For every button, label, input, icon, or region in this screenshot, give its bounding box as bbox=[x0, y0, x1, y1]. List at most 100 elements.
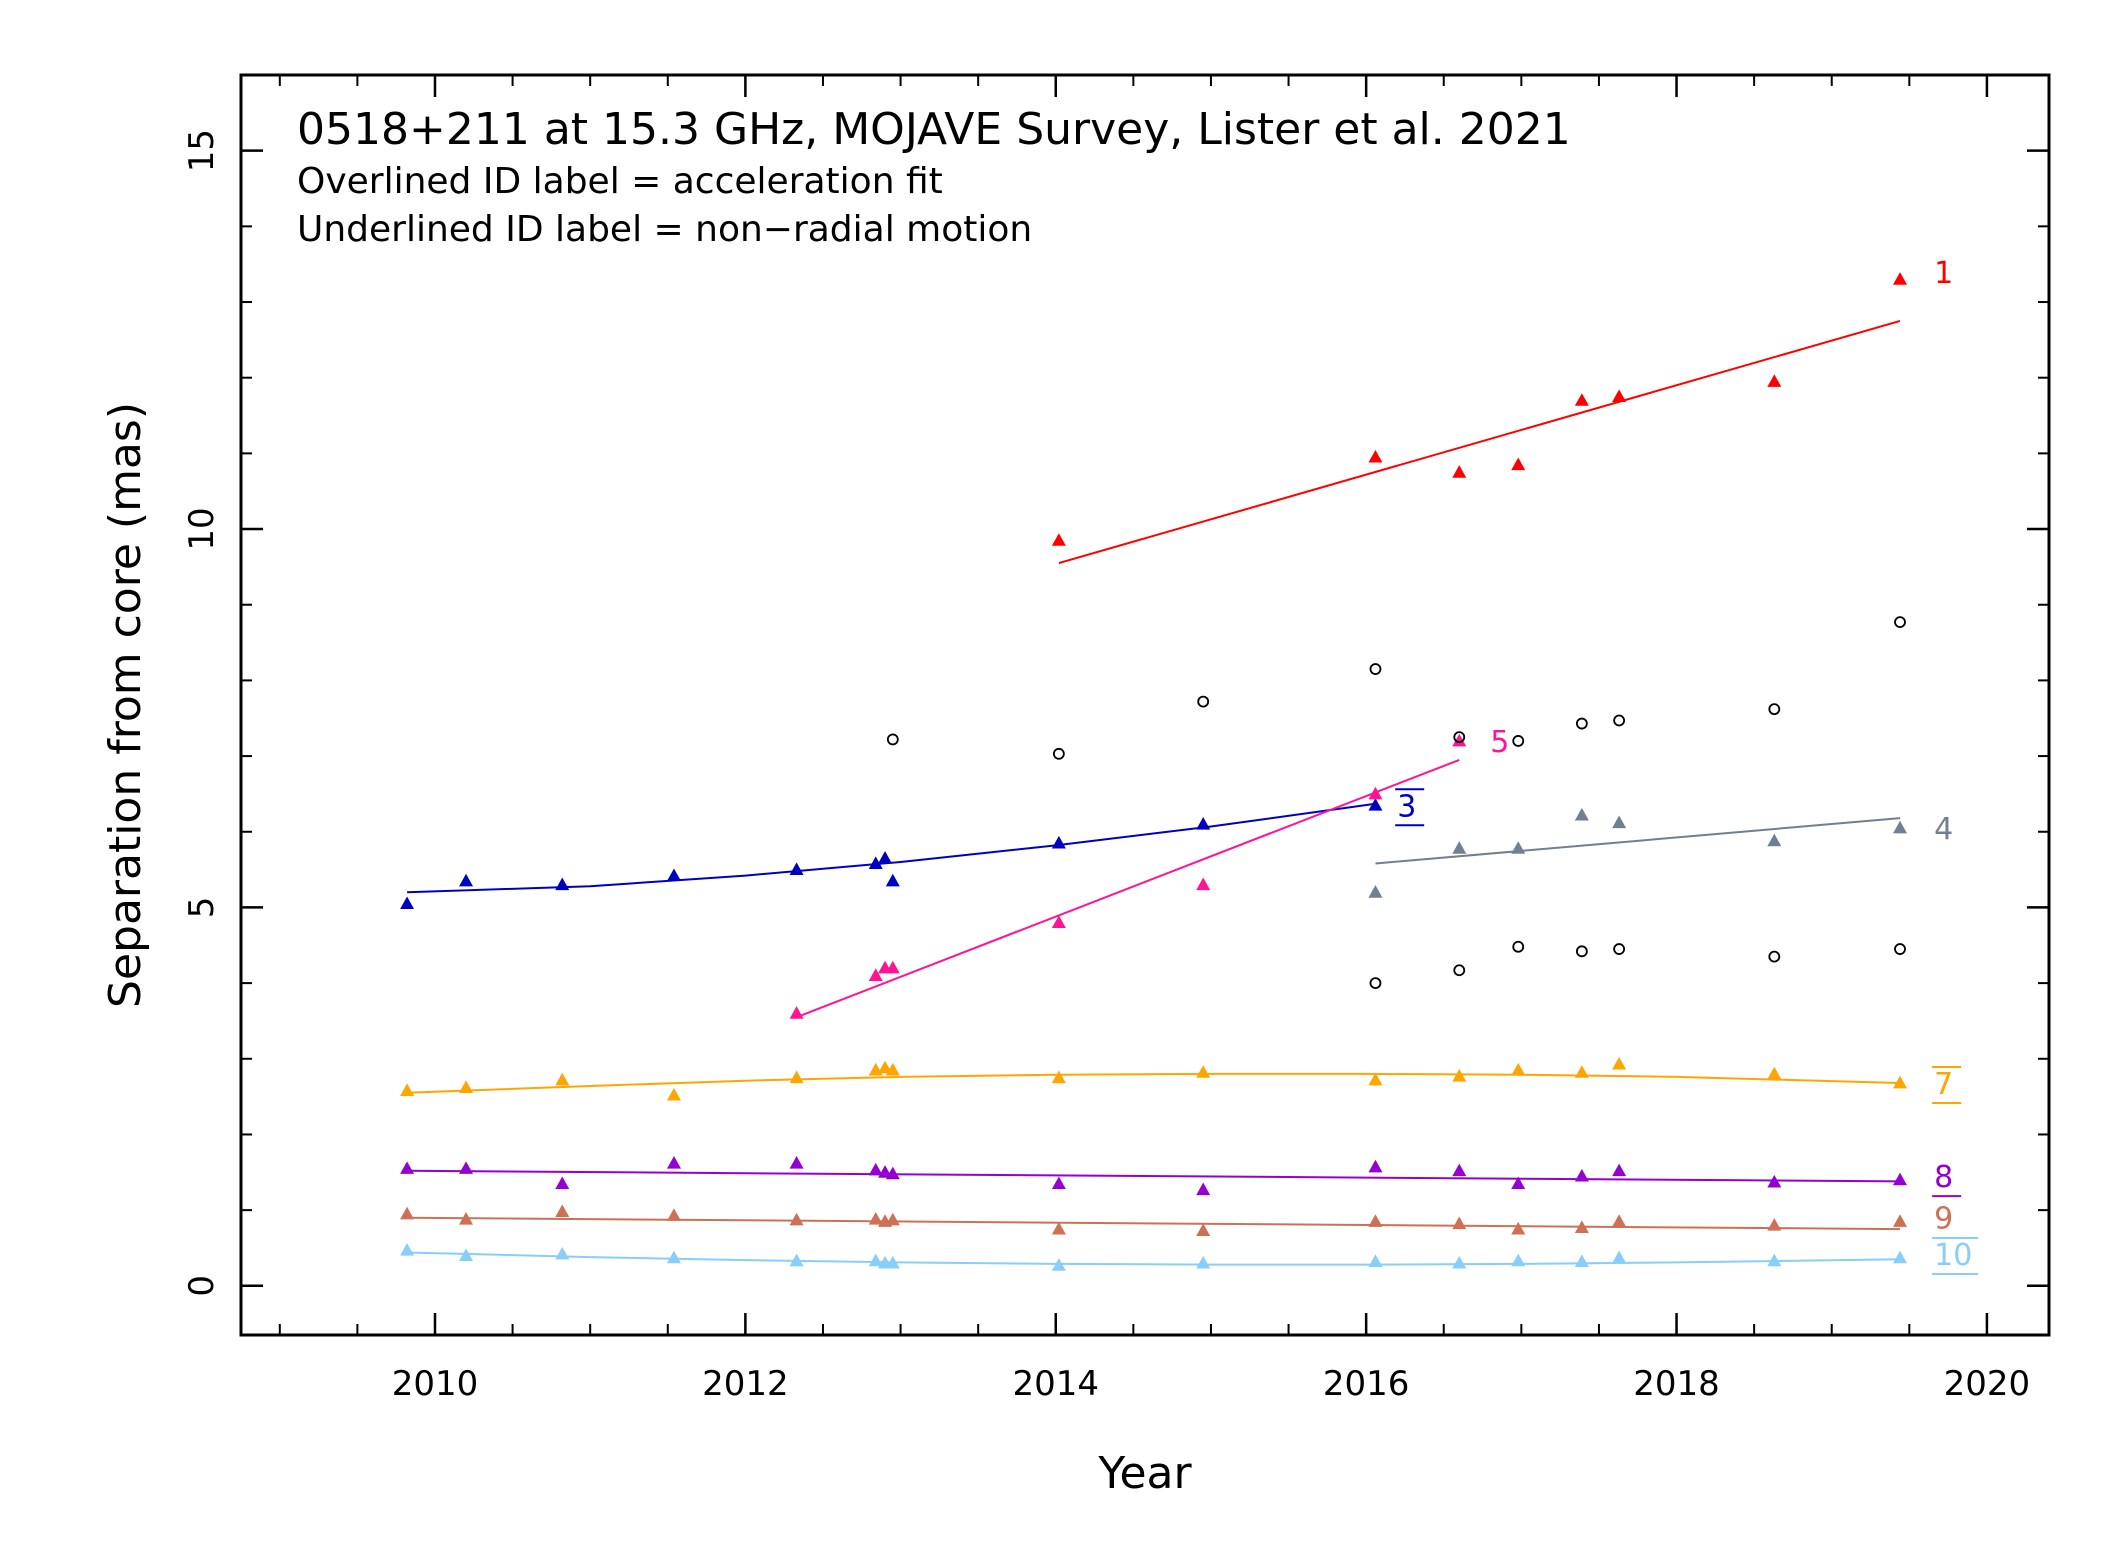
unidentified-point bbox=[1197, 695, 1210, 708]
series-label-5: 5 bbox=[1490, 725, 1509, 760]
axis-ticks bbox=[241, 74, 2049, 1335]
point-7 bbox=[1368, 1072, 1383, 1086]
point-9 bbox=[1511, 1221, 1526, 1235]
x-tick-label: 2014 bbox=[1012, 1364, 1099, 1404]
point-8 bbox=[885, 1166, 900, 1180]
point-5 bbox=[868, 968, 883, 981]
point-5 bbox=[1051, 915, 1066, 928]
data-points bbox=[400, 272, 1908, 1271]
point-9 bbox=[1574, 1220, 1589, 1233]
x-tick-label: 2018 bbox=[1633, 1364, 1720, 1404]
series-label-10: 10 bbox=[1934, 1238, 1972, 1273]
point-4 bbox=[1893, 820, 1908, 834]
point-9 bbox=[1368, 1214, 1383, 1227]
point-8 bbox=[1452, 1163, 1467, 1177]
point-1 bbox=[1511, 457, 1526, 471]
point-9 bbox=[1612, 1214, 1627, 1227]
point-8 bbox=[789, 1156, 804, 1169]
point-3 bbox=[459, 873, 474, 887]
unidentified-point bbox=[1052, 747, 1065, 760]
fit-line-8 bbox=[407, 1169, 1901, 1183]
unidentified-point bbox=[1768, 950, 1781, 963]
point-10 bbox=[666, 1250, 681, 1264]
point-8 bbox=[1574, 1168, 1589, 1182]
series-label-8: 8 bbox=[1934, 1160, 1953, 1195]
point-8 bbox=[1368, 1159, 1383, 1173]
point-7 bbox=[1612, 1056, 1627, 1070]
point-10 bbox=[1893, 1250, 1908, 1264]
point-8 bbox=[666, 1156, 681, 1169]
point-5 bbox=[885, 960, 900, 974]
point-4 bbox=[1574, 807, 1589, 821]
point-9 bbox=[885, 1212, 900, 1226]
point-10 bbox=[555, 1246, 570, 1260]
point-9 bbox=[1893, 1214, 1908, 1227]
point-9 bbox=[789, 1212, 804, 1226]
point-7 bbox=[1893, 1075, 1908, 1089]
point-4 bbox=[1368, 885, 1383, 898]
y-axis-label: Separation from core (mas) bbox=[100, 402, 151, 1008]
point-5 bbox=[1196, 877, 1211, 891]
series-label-7: 7 bbox=[1934, 1067, 1953, 1102]
fit-line-3 bbox=[407, 802, 1376, 894]
point-3 bbox=[1368, 798, 1383, 811]
point-7 bbox=[878, 1060, 893, 1074]
unidentified-point bbox=[1613, 943, 1626, 955]
point-8 bbox=[555, 1176, 570, 1190]
series-label-4: 4 bbox=[1934, 812, 1953, 847]
unidentified-point bbox=[886, 733, 899, 746]
point-3 bbox=[789, 862, 804, 875]
point-7 bbox=[555, 1072, 570, 1086]
x-tick-label: 2010 bbox=[392, 1364, 479, 1404]
fit-lines bbox=[407, 319, 1901, 1266]
point-1 bbox=[1612, 389, 1627, 403]
point-9 bbox=[1767, 1218, 1782, 1231]
point-10 bbox=[1051, 1258, 1066, 1271]
fit-line-4 bbox=[1375, 817, 1901, 865]
point-7 bbox=[459, 1080, 474, 1093]
point-3 bbox=[885, 873, 900, 887]
point-4 bbox=[1767, 833, 1782, 847]
series-label-1: 1 bbox=[1934, 256, 1953, 291]
point-9 bbox=[459, 1212, 474, 1225]
point-8 bbox=[1893, 1172, 1908, 1186]
point-9 bbox=[1196, 1223, 1211, 1236]
chart-subtitle-acceleration: Overlined ID label = acceleration fit bbox=[297, 161, 943, 202]
unidentified-point bbox=[1369, 977, 1382, 990]
fit-line-5 bbox=[796, 758, 1460, 1019]
point-9 bbox=[400, 1206, 415, 1220]
point-7 bbox=[400, 1083, 415, 1096]
point-10 bbox=[868, 1253, 883, 1267]
point-7 bbox=[789, 1070, 804, 1084]
point-4 bbox=[1612, 815, 1627, 829]
point-8 bbox=[1051, 1176, 1066, 1190]
point-10 bbox=[1574, 1254, 1589, 1267]
unidentified-point bbox=[1453, 964, 1466, 977]
point-3 bbox=[1051, 835, 1066, 849]
fit-line-7 bbox=[407, 1072, 1901, 1094]
point-10 bbox=[1452, 1255, 1467, 1269]
y-tick-label: 15 bbox=[182, 129, 222, 172]
point-7 bbox=[1574, 1065, 1589, 1078]
chart-subtitle-nonradial: Underlined ID label = non−radial motion bbox=[297, 209, 1032, 250]
point-8 bbox=[1511, 1176, 1526, 1190]
point-9 bbox=[1452, 1216, 1467, 1230]
unidentified-point bbox=[1369, 663, 1382, 675]
point-8 bbox=[459, 1161, 474, 1174]
unidentified-point bbox=[1453, 731, 1466, 744]
y-tick-label: 5 bbox=[182, 897, 222, 919]
point-7 bbox=[1511, 1062, 1526, 1076]
unidentified-point bbox=[1512, 735, 1525, 747]
point-4 bbox=[1452, 841, 1467, 854]
series-id-labels: 1 3 4 5 7 8 910 bbox=[1395, 256, 1979, 1276]
unidentified-point bbox=[1894, 616, 1906, 629]
point-7 bbox=[666, 1087, 681, 1101]
point-10 bbox=[1612, 1250, 1627, 1264]
point-10 bbox=[400, 1243, 415, 1256]
point-3 bbox=[400, 896, 415, 910]
point-8 bbox=[1612, 1163, 1627, 1177]
x-axis-label: Year bbox=[1097, 1448, 1192, 1499]
point-10 bbox=[789, 1253, 804, 1267]
